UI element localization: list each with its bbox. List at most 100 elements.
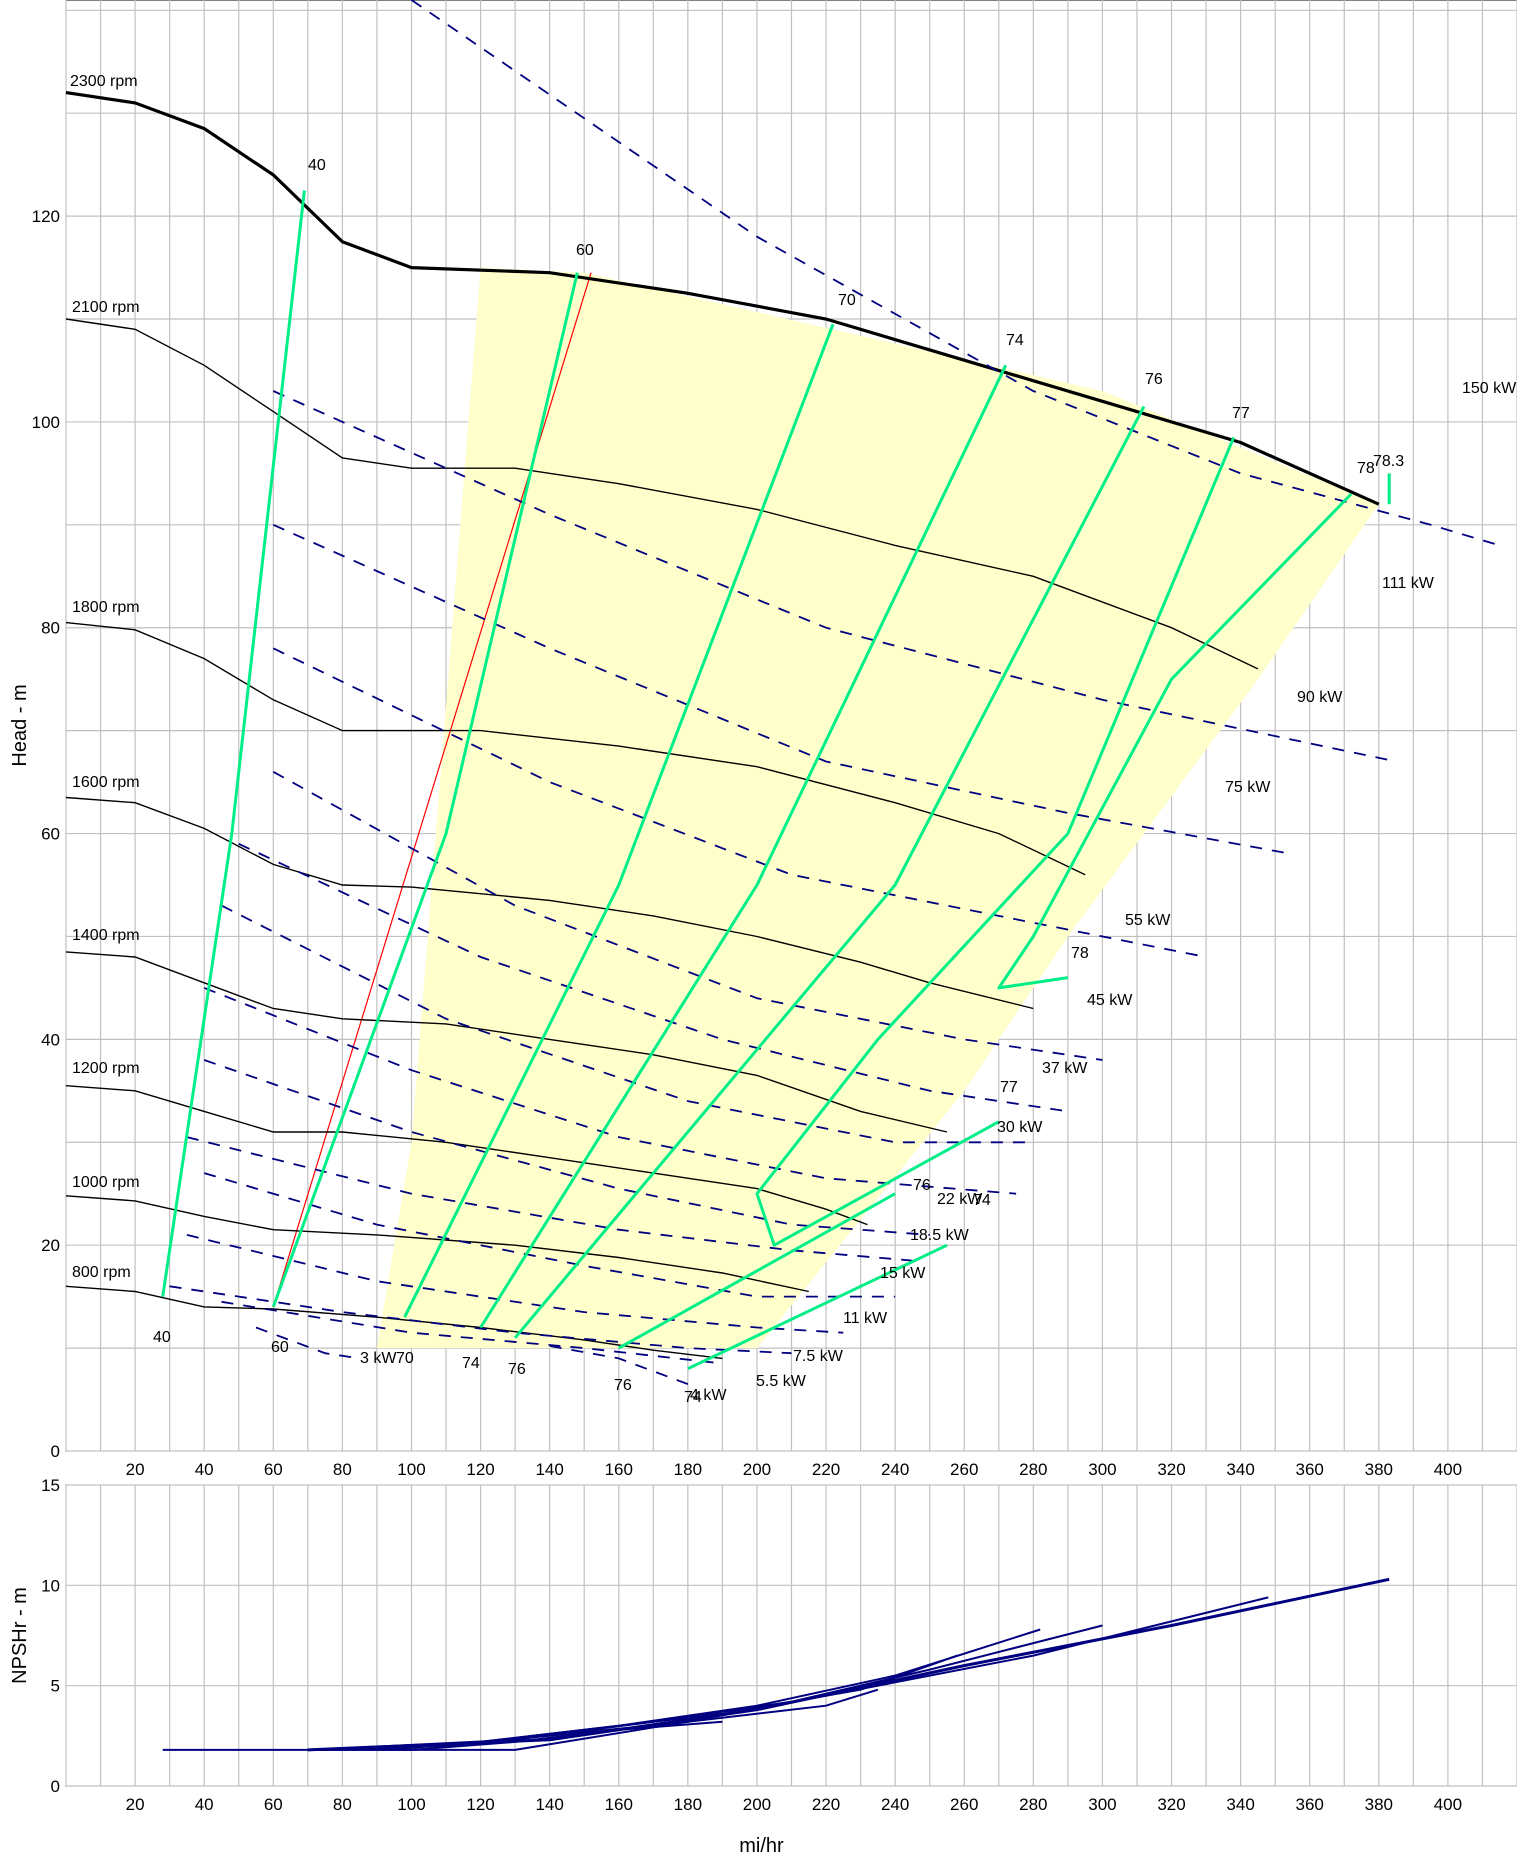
x-tick-label: 220 [812,1460,840,1479]
power-label: 11 kW [843,1310,888,1327]
speed-label: 1600 rpm [72,774,140,791]
speed-curve [65,621,1086,876]
efficiency-curve [618,1192,896,1350]
efficiency-label: 74 [684,1389,702,1406]
x-tick-label: 400 [1434,1460,1462,1479]
efficiency-label: 76 [508,1361,526,1378]
efficiency-label: 77 [1232,405,1250,422]
efficiency-label: 78.3 [1373,453,1404,470]
power-line [186,1234,844,1334]
x-tick-label: 380 [1365,1460,1393,1479]
x-tick-label: 200 [743,1460,771,1479]
speed-curve [65,1285,723,1360]
x-tick-label: 100 [397,1460,425,1479]
npsh-curves [162,1577,1390,1752]
efficiency-label: 76 [913,1177,931,1194]
efficiency-curve [513,405,1146,1339]
y-axis-title: NPSHr - m [9,1587,31,1684]
power-label: 4 kW [690,1387,727,1404]
x-tick-label: 20 [126,1460,145,1479]
y-tick-label: 80 [41,619,60,638]
power-label: 37 kW [1042,1060,1088,1077]
y-tick-label: 60 [41,825,60,844]
x-tick-label: 280 [1019,1795,1047,1814]
speed-label: 2100 rpm [72,299,140,316]
x-tick-label: 320 [1157,1795,1185,1814]
power-line [186,1136,913,1262]
x-tick-label: 60 [264,1795,283,1814]
x-tick-label: 300 [1088,1460,1116,1479]
curve-labels: 2300 rpm 2100 rpm 1800 rpm 1600 rpm 1400… [70,73,1517,1406]
y-tick-label: 0 [51,1777,60,1796]
efficiency-label: 74 [1006,332,1024,349]
axes: 20 40 60 80 100 120 140 160 180 200 220 240 260 280 30… [9,207,1462,1857]
speed-curve [65,318,1259,670]
power-line [410,0,1500,547]
x-tick-label: 120 [466,1795,494,1814]
efficiency-label: 77 [1000,1079,1018,1096]
x-tick-label: 260 [950,1460,978,1479]
power-line [169,1285,792,1355]
power-label: 5.5 kW [756,1373,807,1390]
x-tick-label: 80 [333,1460,352,1479]
efficiency-curve [687,1243,948,1371]
x-tick-label: 140 [535,1795,563,1814]
x-tick-label: 280 [1019,1460,1047,1479]
power-line [238,842,1069,1113]
y-tick-label: 20 [41,1236,60,1255]
x-tick-label: 100 [397,1795,425,1814]
power-label: 150 kW [1462,380,1517,397]
npsh-grid [65,1484,1517,1787]
speed-label: 1200 rpm [72,1060,140,1077]
speed-label: 1000 rpm [72,1174,140,1191]
x-tick-label: 300 [1088,1795,1116,1814]
x-tick-label: 400 [1434,1795,1462,1814]
power-label: 90 kW [1297,689,1343,706]
power-line [549,1345,689,1385]
y-tick-label: 10 [41,1576,60,1595]
speed-curve [65,951,948,1133]
speed-curve [65,91,1380,506]
power-label: 15 kW [880,1265,926,1282]
power-label: 30 kW [997,1119,1043,1136]
power-line [203,1172,896,1298]
speed-curve [65,1195,809,1293]
x-tick-label: 80 [333,1795,352,1814]
x-tick-label: 320 [1157,1460,1185,1479]
x-tick-label: 120 [466,1460,494,1479]
power-label: 18.5 kW [910,1227,970,1244]
x-tick-label: 220 [812,1795,840,1814]
speed-label: 1400 rpm [72,927,140,944]
efficiency-curve [161,190,306,1297]
power-label: 75 kW [1225,779,1271,796]
x-tick-label: 40 [195,1460,214,1479]
efficiency-label: 40 [308,157,326,174]
efficiency-label: 78 [1357,460,1375,477]
x-tick-label: 380 [1365,1795,1393,1814]
power-label: 22 kW [937,1191,983,1208]
x-tick-label: 20 [126,1795,145,1814]
efficiency-curve [271,272,579,1308]
speed-curve [65,796,1034,1010]
power-line [221,1300,723,1365]
speed-curve [65,1085,868,1226]
efficiency-label: 40 [153,1329,171,1346]
power-line [221,904,1034,1144]
efficiency-label: 60 [576,242,594,259]
operating-envelope [376,267,1379,1349]
efficiency-label: 70 [838,292,856,309]
npsh-curve [307,1577,1390,1752]
y-tick-label: 100 [32,413,60,432]
speed-label: 2300 rpm [70,73,138,90]
speed-label: 800 rpm [72,1264,131,1281]
power-label: 45 kW [1087,992,1133,1009]
efficiency-label: 76 [614,1377,632,1394]
power-line [272,523,1293,855]
y-axis-title: Head - m [9,684,31,766]
x-tick-label: 60 [264,1460,283,1479]
x-tick-label: 260 [950,1795,978,1814]
efficiency-label: 76 [1145,371,1163,388]
speed-label: 1800 rpm [72,599,140,616]
x-tick-label: 40 [195,1795,214,1814]
